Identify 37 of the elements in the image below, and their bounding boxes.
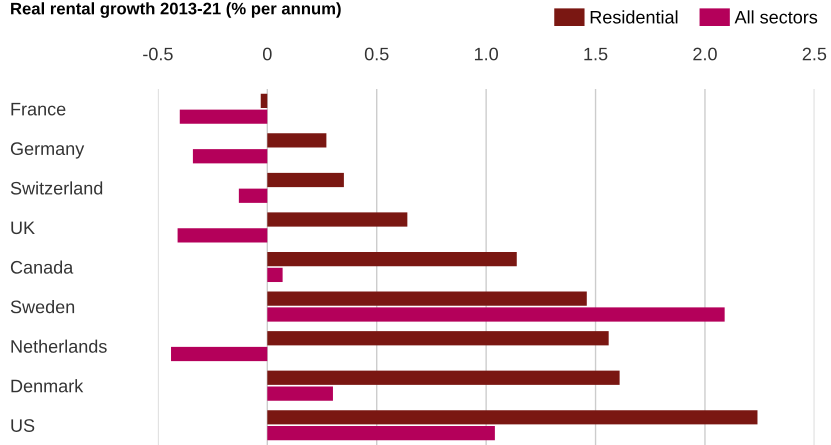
y-tick-label: Germany [10, 142, 84, 159]
bar [267, 133, 326, 148]
bar [178, 228, 268, 242]
legend-label: All sectors [734, 10, 818, 24]
legend-label: Residential [590, 10, 678, 24]
y-tick-label: Netherlands [11, 340, 107, 353]
bar [267, 292, 587, 306]
bar [267, 172, 344, 188]
bar [267, 307, 725, 322]
x-tick-label: 1.5 [584, 48, 608, 60]
x-tick-label: 0 [262, 48, 272, 60]
x-tick-label: 0.5 [364, 48, 389, 60]
y-tick-label: Denmark [11, 379, 84, 392]
bar [267, 252, 517, 266]
bar [192, 149, 268, 164]
x-tick-label: -0.5 [143, 48, 173, 60]
y-tick-label: France [11, 102, 66, 116]
bar [260, 94, 268, 108]
chart-title: Real rental growth 2013-21 (% per annum) [11, 2, 341, 18]
y-tick-label: US [11, 419, 34, 432]
bar [171, 346, 268, 362]
bar [267, 212, 408, 227]
y-tick-label: Switzerland [10, 181, 102, 195]
bar [267, 426, 495, 440]
bar [267, 410, 758, 424]
bar [238, 188, 268, 203]
bar [180, 110, 268, 124]
bar [267, 370, 620, 385]
bar [267, 331, 609, 346]
y-tick-label: Sweden [10, 300, 74, 314]
bar [267, 386, 333, 401]
y-tick-label: UK [11, 222, 35, 234]
y-tick-label: Canada [10, 260, 74, 274]
x-tick-label: 2.5 [802, 48, 826, 60]
x-tick-label: 1.0 [474, 48, 498, 60]
bar [267, 268, 283, 282]
x-tick-label: 2.0 [693, 48, 717, 60]
